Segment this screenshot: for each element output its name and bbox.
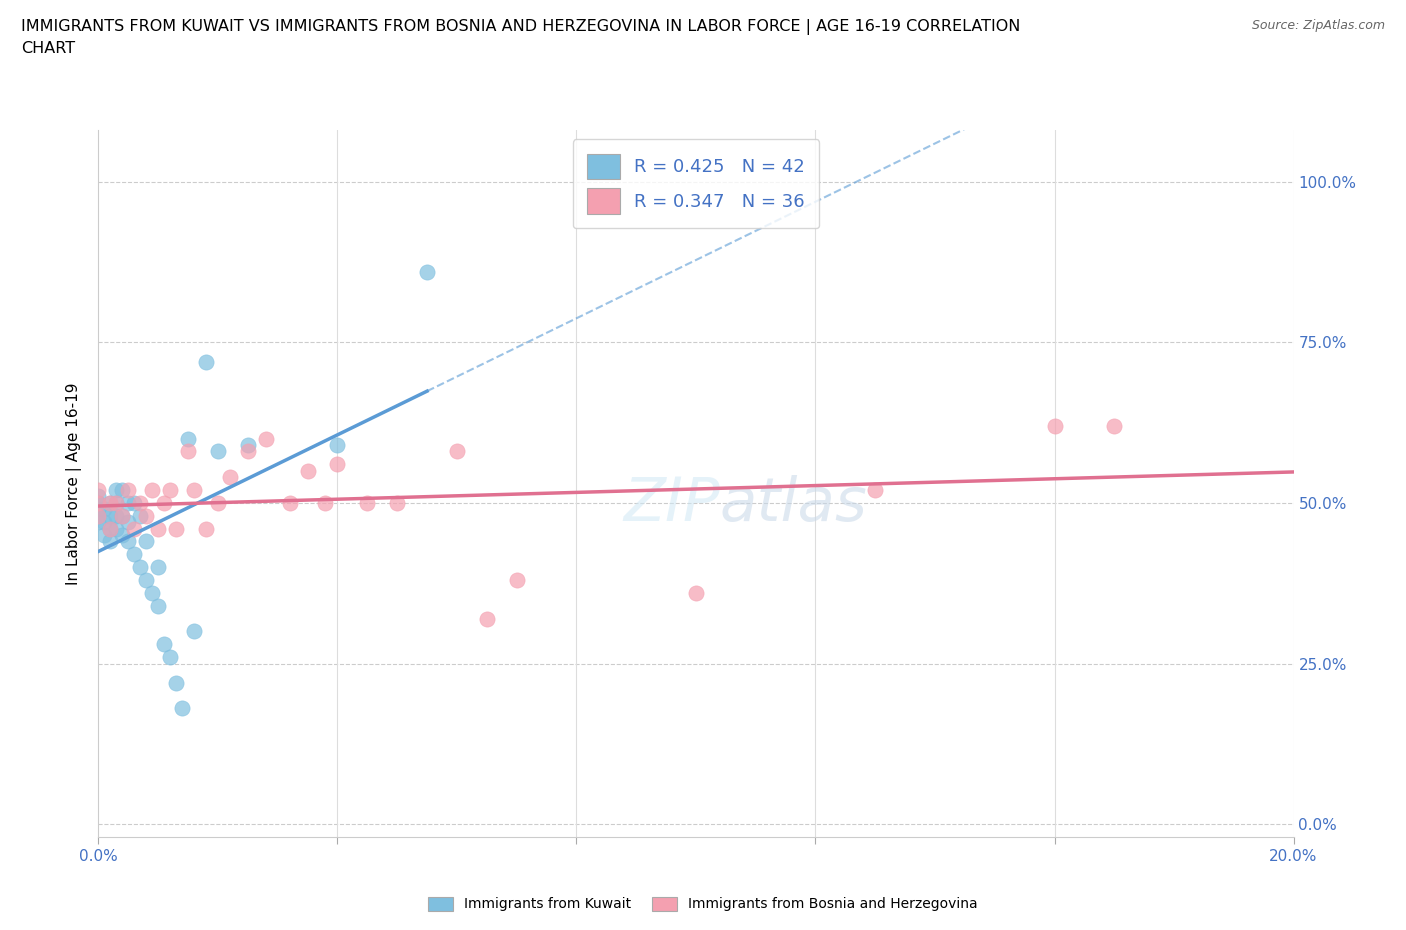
Point: [100, 509, 122, 524]
Point: [117, 483, 139, 498]
Text: IMMIGRANTS FROM KUWAIT VS IMMIGRANTS FROM BOSNIA AND HERZEGOVINA IN LABOR FORCE : IMMIGRANTS FROM KUWAIT VS IMMIGRANTS FRO…: [21, 19, 1021, 56]
Text: ZIP: ZIP: [623, 475, 720, 535]
Legend: Immigrants from Kuwait, Immigrants from Bosnia and Herzegovina: Immigrants from Kuwait, Immigrants from …: [422, 890, 984, 919]
Point: [148, 521, 170, 536]
Point: [159, 650, 181, 665]
Point: [105, 483, 128, 498]
Point: [475, 611, 498, 626]
Point: [236, 444, 259, 458]
Point: [148, 560, 170, 575]
Point: [165, 521, 187, 536]
Point: [117, 514, 139, 529]
Point: [87, 496, 110, 511]
Text: Source: ZipAtlas.com: Source: ZipAtlas.com: [1251, 19, 1385, 32]
Point: [93, 527, 115, 542]
Point: [124, 521, 146, 536]
Point: [87, 489, 110, 504]
Point: [117, 534, 139, 549]
Point: [141, 483, 163, 498]
Point: [87, 502, 110, 517]
Point: [1043, 418, 1066, 433]
Point: [105, 496, 128, 511]
Point: [183, 624, 205, 639]
Point: [165, 675, 187, 690]
Point: [111, 483, 134, 498]
Point: [105, 521, 128, 536]
Point: [177, 444, 200, 458]
Point: [105, 509, 128, 524]
Point: [111, 509, 134, 524]
Point: [385, 496, 409, 511]
Y-axis label: In Labor Force | Age 16-19: In Labor Force | Age 16-19: [66, 382, 83, 585]
Point: [254, 432, 277, 446]
Point: [1104, 418, 1126, 433]
Point: [195, 354, 218, 369]
Point: [100, 534, 122, 549]
Point: [153, 496, 176, 511]
Point: [129, 560, 152, 575]
Point: [129, 496, 152, 511]
Point: [135, 509, 157, 524]
Point: [124, 547, 146, 562]
Point: [865, 483, 887, 498]
Point: [148, 598, 170, 613]
Point: [87, 483, 110, 498]
Point: [183, 483, 205, 498]
Point: [416, 264, 439, 279]
Point: [236, 438, 259, 453]
Text: atlas: atlas: [720, 475, 868, 535]
Point: [124, 496, 146, 511]
Point: [446, 444, 468, 458]
Point: [356, 496, 378, 511]
Point: [207, 496, 229, 511]
Point: [100, 496, 122, 511]
Point: [100, 496, 122, 511]
Point: [129, 509, 152, 524]
Point: [207, 444, 229, 458]
Point: [297, 463, 319, 478]
Point: [93, 502, 115, 517]
Point: [195, 521, 218, 536]
Point: [326, 438, 349, 453]
Point: [111, 509, 134, 524]
Point: [87, 509, 110, 524]
Point: [93, 514, 115, 529]
Point: [87, 509, 110, 524]
Point: [315, 496, 337, 511]
Point: [135, 534, 157, 549]
Point: [177, 432, 200, 446]
Point: [135, 573, 157, 588]
Point: [326, 457, 349, 472]
Point: [153, 637, 176, 652]
Point: [100, 521, 122, 536]
Legend: R = 0.425   N = 42, R = 0.347   N = 36: R = 0.425 N = 42, R = 0.347 N = 36: [572, 140, 820, 228]
Point: [111, 527, 134, 542]
Point: [100, 521, 122, 536]
Point: [219, 470, 242, 485]
Point: [117, 496, 139, 511]
Point: [506, 573, 529, 588]
Point: [278, 496, 301, 511]
Point: [105, 496, 128, 511]
Point: [159, 483, 181, 498]
Point: [87, 514, 110, 529]
Point: [87, 496, 110, 511]
Point: [685, 585, 707, 600]
Point: [172, 701, 194, 716]
Point: [141, 585, 163, 600]
